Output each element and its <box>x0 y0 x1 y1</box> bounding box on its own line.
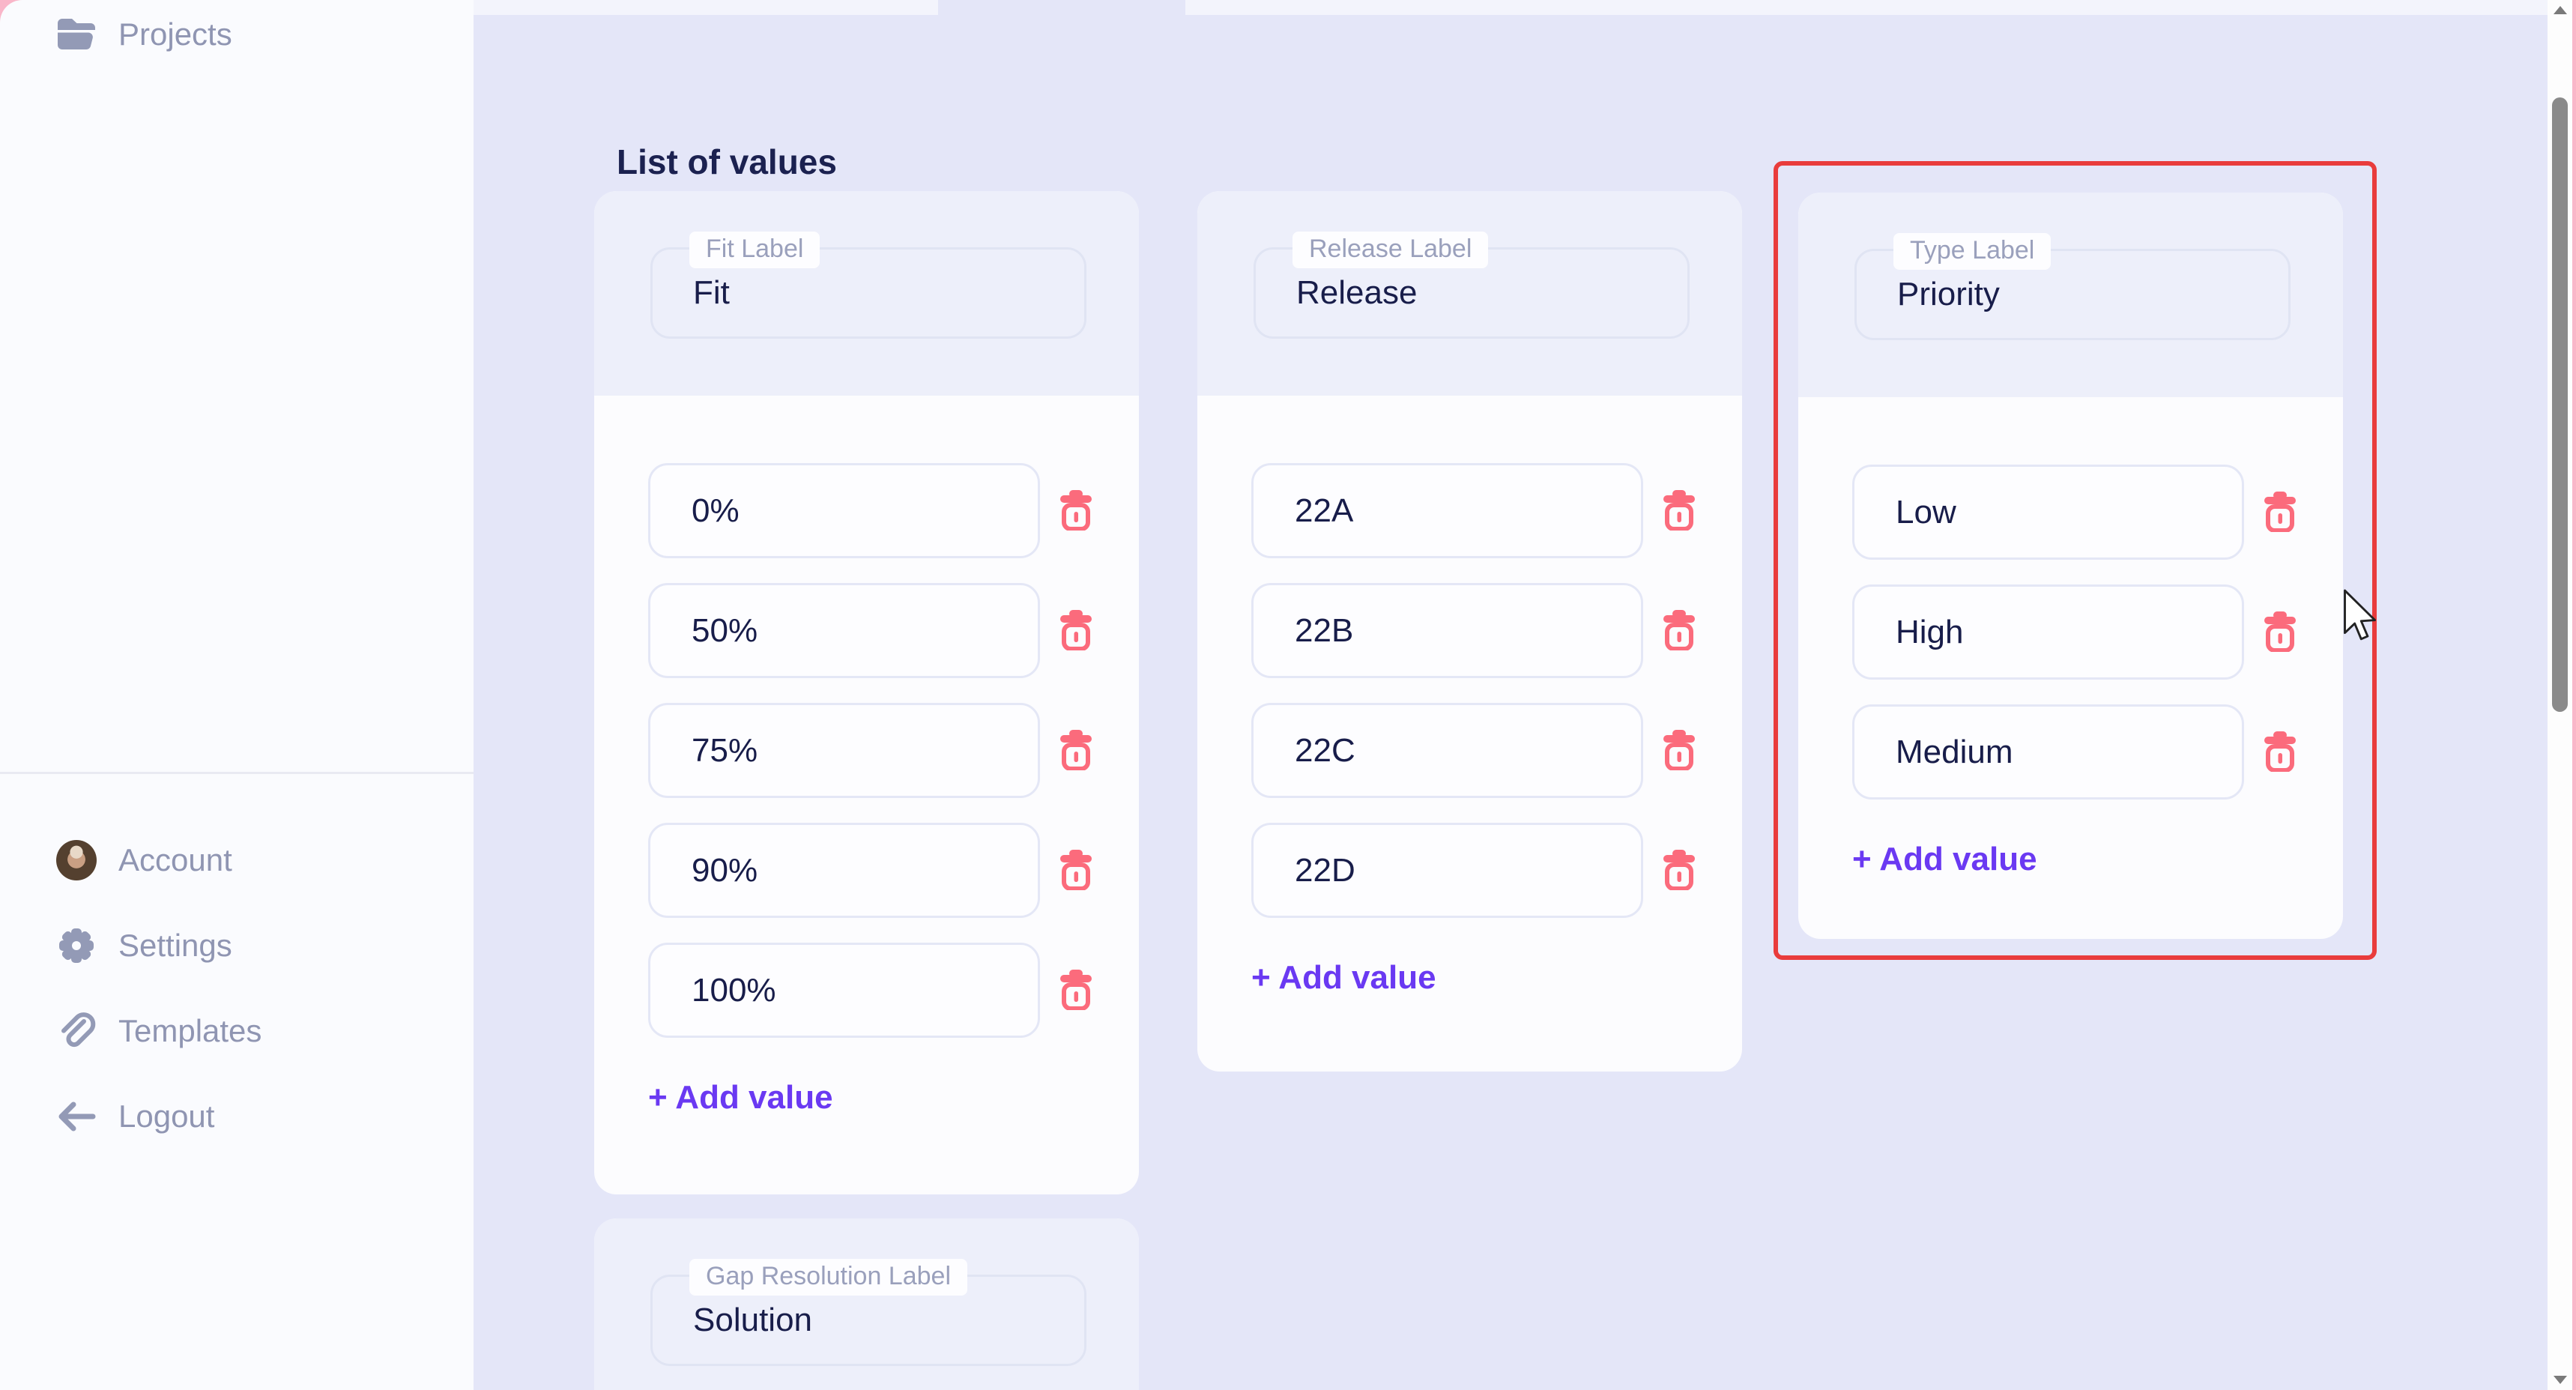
card-rows: 0% 50% 75% 90% 100% + Add value <box>594 396 1139 1116</box>
trash-icon <box>1661 489 1697 533</box>
delete-value-button[interactable] <box>1058 970 1094 1012</box>
value-input[interactable]: 22A <box>1251 463 1643 558</box>
field-floating-label: Fit Label <box>689 232 820 268</box>
card-rows: 22A 22B 22C 22D + Add value <box>1197 396 1742 997</box>
sidebar-item-account[interactable]: Account <box>55 838 232 883</box>
sidebar-item-templates[interactable]: Templates <box>55 1009 261 1054</box>
sidebar-item-settings[interactable]: Settings <box>55 923 232 968</box>
value-input[interactable]: 0% <box>648 463 1040 558</box>
trash-icon <box>1661 728 1697 773</box>
field-value: Priority <box>1897 276 2000 312</box>
paperclip-icon <box>55 1010 97 1052</box>
field-floating-label: Release Label <box>1292 232 1489 268</box>
add-value-button[interactable]: + Add value <box>1251 959 1436 996</box>
card-header: Release Label Release <box>1197 191 1742 396</box>
sidebar: Projects Account Settings Templates Log <box>0 0 474 1390</box>
card-gap-resolution: Gap Resolution Label Solution <box>594 1218 1139 1390</box>
value-row: 75% <box>648 703 1139 798</box>
card-header: Gap Resolution Label Solution <box>594 1218 1139 1390</box>
card-gap <box>938 0 1185 15</box>
card-fit: Fit Label Fit 0% 50% 75% 90% 100% + Add value <box>594 191 1139 1194</box>
trash-icon <box>1661 608 1697 653</box>
card-type: Type Label Priority Low High Medium + Add v… <box>1798 193 2343 939</box>
sidebar-item-projects[interactable]: Projects <box>55 12 232 57</box>
delete-value-button[interactable] <box>1661 610 1697 652</box>
field-value: Fit <box>693 274 730 311</box>
value-row: Low <box>1852 465 2343 560</box>
delete-value-button[interactable] <box>1058 730 1094 772</box>
trash-icon <box>1058 489 1094 533</box>
sidebar-item-label: Settings <box>118 928 232 963</box>
card-rows: Low High Medium + Add value <box>1798 397 2343 878</box>
value-row: 90% <box>648 823 1139 918</box>
sidebar-item-label: Logout <box>118 1099 215 1134</box>
scrollbar-thumb[interactable] <box>2552 97 2568 712</box>
arrow-left-icon <box>55 1096 97 1137</box>
value-row: 100% <box>648 943 1139 1038</box>
trash-icon <box>1058 728 1094 773</box>
field-floating-label: Gap Resolution Label <box>689 1259 968 1296</box>
value-row: Medium <box>1852 704 2343 800</box>
add-value-button[interactable]: + Add value <box>1852 841 2037 877</box>
delete-value-button[interactable] <box>2262 611 2298 653</box>
value-input[interactable]: Low <box>1852 465 2244 560</box>
trash-icon <box>1058 968 1094 1012</box>
value-row: 50% <box>648 583 1139 678</box>
value-input[interactable]: Medium <box>1852 704 2244 800</box>
sidebar-item-label: Projects <box>118 16 232 52</box>
card-release: Release Label Release 22A 22B 22C 22D + Add … <box>1197 191 1742 1072</box>
delete-value-button[interactable] <box>1058 610 1094 652</box>
value-input[interactable]: 22B <box>1251 583 1643 678</box>
value-row: 22A <box>1251 463 1742 558</box>
field-value: Solution <box>693 1302 813 1338</box>
label-field[interactable]: Gap Resolution Label Solution <box>650 1259 1086 1366</box>
value-row: 0% <box>648 463 1139 558</box>
delete-value-button[interactable] <box>1661 730 1697 772</box>
value-input[interactable]: 75% <box>648 703 1040 798</box>
add-value-button[interactable]: + Add value <box>648 1079 833 1116</box>
delete-value-button[interactable] <box>1661 490 1697 532</box>
value-input[interactable]: 50% <box>648 583 1040 678</box>
field-floating-label: Type Label <box>1893 233 2052 270</box>
trash-icon <box>2262 610 2298 654</box>
avatar <box>55 839 97 881</box>
label-field[interactable]: Release Label Release <box>1254 232 1690 339</box>
delete-value-button[interactable] <box>2262 731 2298 773</box>
delete-value-button[interactable] <box>1661 850 1697 892</box>
sidebar-item-logout[interactable]: Logout <box>55 1094 214 1139</box>
delete-value-button[interactable] <box>1058 490 1094 532</box>
trash-icon <box>1661 848 1697 892</box>
trash-icon <box>2262 490 2298 534</box>
label-field[interactable]: Fit Label Fit <box>650 232 1086 339</box>
value-input[interactable]: 22C <box>1251 703 1643 798</box>
delete-value-button[interactable] <box>2262 492 2298 534</box>
gear-icon <box>55 925 97 967</box>
sidebar-item-label: Templates <box>118 1013 262 1048</box>
main-content: List of values Fit Label Fit 0% 50% 75% 90%… <box>474 0 2548 1390</box>
value-input[interactable]: 90% <box>648 823 1040 918</box>
trash-icon <box>2262 730 2298 774</box>
previous-row-card-remnant <box>474 0 2548 15</box>
sidebar-item-label: Account <box>118 842 232 877</box>
trash-icon <box>1058 848 1094 892</box>
value-input[interactable]: 100% <box>648 943 1040 1038</box>
card-header: Type Label Priority <box>1798 193 2343 397</box>
value-row: 22C <box>1251 703 1742 798</box>
page-title: List of values <box>617 142 837 181</box>
vertical-scrollbar[interactable] <box>2548 0 2572 1390</box>
value-row: 22B <box>1251 583 1742 678</box>
value-row: 22D <box>1251 823 1742 918</box>
scrollbar-up-arrow[interactable] <box>2554 6 2567 14</box>
value-input[interactable]: 22D <box>1251 823 1643 918</box>
card-header: Fit Label Fit <box>594 191 1139 396</box>
field-value: Release <box>1296 274 1418 311</box>
value-input[interactable]: High <box>1852 584 2244 680</box>
value-row: High <box>1852 584 2343 680</box>
trash-icon <box>1058 608 1094 653</box>
label-field[interactable]: Type Label Priority <box>1854 233 2291 340</box>
sidebar-divider <box>0 772 474 774</box>
folder-open-icon <box>55 13 97 55</box>
delete-value-button[interactable] <box>1058 850 1094 892</box>
scrollbar-down-arrow[interactable] <box>2554 1376 2567 1384</box>
